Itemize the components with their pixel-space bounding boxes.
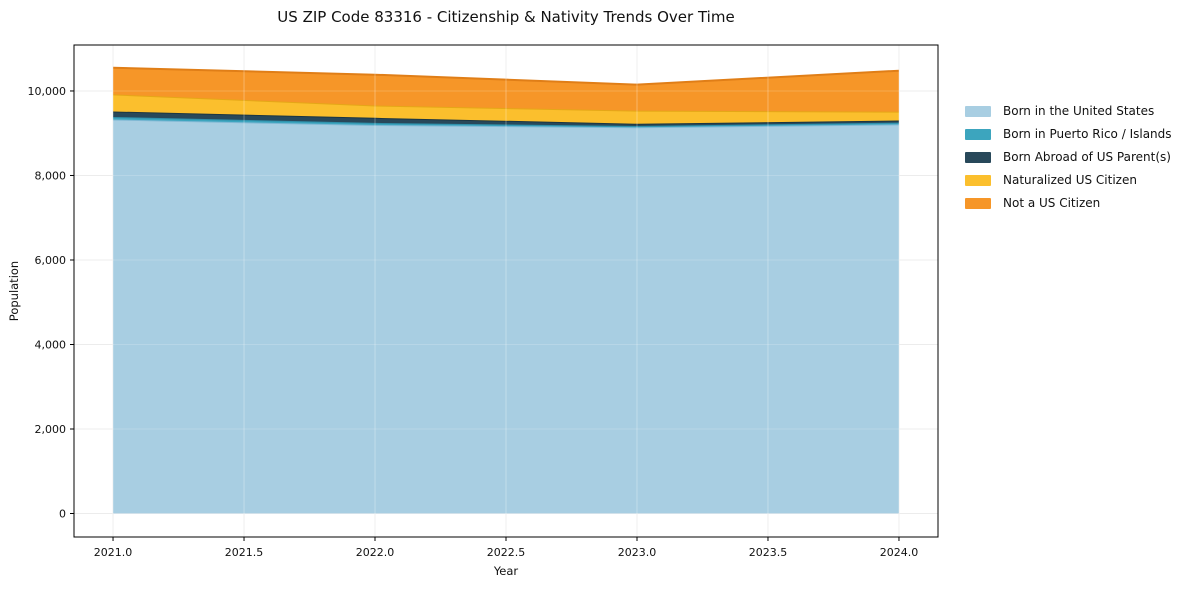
y-tick-label: 6,000 — [35, 254, 67, 267]
x-tick-label: 2022.5 — [487, 546, 526, 559]
x-tick-label: 2021.0 — [94, 546, 133, 559]
area-edge-not-a-us-citizen — [113, 66, 900, 86]
y-axis-label: Population — [7, 260, 21, 322]
area-born-abroad-of-us-parent-s — [113, 111, 899, 127]
legend-swatch-born-abroad — [965, 151, 991, 163]
legend-item-puerto-rico: Born in Puerto Rico / Islands — [965, 127, 1172, 141]
legend-item-naturalized: Naturalized US Citizen — [965, 173, 1172, 187]
y-tick-label: 8,000 — [35, 169, 67, 182]
x-tick-label: 2024.0 — [880, 546, 919, 559]
legend-swatch-naturalized — [965, 174, 991, 186]
x-axis-label: Year — [493, 564, 519, 578]
y-tick-label: 4,000 — [35, 338, 67, 351]
legend-swatch-puerto-rico — [965, 128, 991, 140]
y-tick-label: 10,000 — [28, 85, 67, 98]
legend-swatch-not-citizen — [965, 197, 991, 209]
y-tick-label: 2,000 — [35, 423, 67, 436]
chart-legend: Born in the United States Born in Puerto… — [965, 104, 1172, 220]
legend-swatch-born-us — [965, 105, 991, 117]
legend-item-born-abroad: Born Abroad of US Parent(s) — [965, 150, 1172, 164]
legend-label-naturalized: Naturalized US Citizen — [1003, 173, 1137, 187]
legend-label-born-abroad: Born Abroad of US Parent(s) — [1003, 150, 1171, 164]
x-tick-label: 2023.0 — [618, 546, 657, 559]
area-not-a-us-citizen — [113, 67, 899, 112]
legend-item-not-citizen: Not a US Citizen — [965, 196, 1172, 210]
legend-item-born-us: Born in the United States — [965, 104, 1172, 118]
x-tick-label: 2023.5 — [749, 546, 788, 559]
chart-title: US ZIP Code 83316 - Citizenship & Nativi… — [277, 8, 735, 26]
legend-label-puerto-rico: Born in Puerto Rico / Islands — [1003, 127, 1172, 141]
legend-label-not-citizen: Not a US Citizen — [1003, 196, 1101, 210]
y-tick-label: 0 — [59, 508, 66, 521]
x-tick-label: 2021.5 — [225, 546, 264, 559]
legend-label-born-us: Born in the United States — [1003, 104, 1155, 118]
x-tick-label: 2022.0 — [356, 546, 395, 559]
area-born-in-the-united-states — [113, 119, 899, 514]
